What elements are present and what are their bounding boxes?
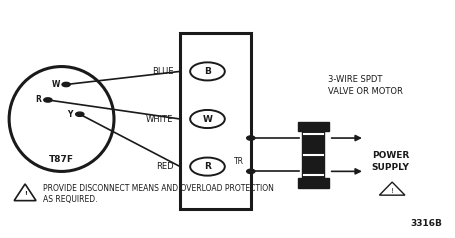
Circle shape xyxy=(190,158,224,176)
Text: !: ! xyxy=(390,188,393,194)
Circle shape xyxy=(246,136,254,140)
Bar xyxy=(297,178,328,188)
Circle shape xyxy=(190,62,224,80)
Text: !: ! xyxy=(24,191,26,196)
Text: 3-WIRE SPDT
VALVE OR MOTOR: 3-WIRE SPDT VALVE OR MOTOR xyxy=(328,75,402,96)
Text: R: R xyxy=(203,162,211,171)
Text: B: B xyxy=(203,67,211,76)
Text: TR: TR xyxy=(234,157,244,166)
Text: WHITE: WHITE xyxy=(146,114,173,124)
Text: PROVIDE DISCONNECT MEANS AND OVERLOAD PROTECTION
AS REQUIRED.: PROVIDE DISCONNECT MEANS AND OVERLOAD PR… xyxy=(43,184,273,204)
Text: BLUE: BLUE xyxy=(152,67,173,76)
Circle shape xyxy=(62,82,70,87)
Circle shape xyxy=(190,110,224,128)
Circle shape xyxy=(44,98,52,102)
Circle shape xyxy=(76,112,84,116)
Text: R: R xyxy=(35,95,40,104)
Text: Y: Y xyxy=(67,110,72,119)
Bar xyxy=(180,33,250,209)
Bar xyxy=(302,129,324,181)
Text: T87F: T87F xyxy=(49,155,74,164)
Bar xyxy=(297,122,328,131)
Text: W: W xyxy=(52,80,60,89)
Text: POWER
SUPPLY: POWER SUPPLY xyxy=(371,151,409,172)
Circle shape xyxy=(246,169,254,174)
Text: 3316B: 3316B xyxy=(410,219,441,228)
Text: RED: RED xyxy=(155,162,173,171)
Text: W: W xyxy=(202,114,212,124)
